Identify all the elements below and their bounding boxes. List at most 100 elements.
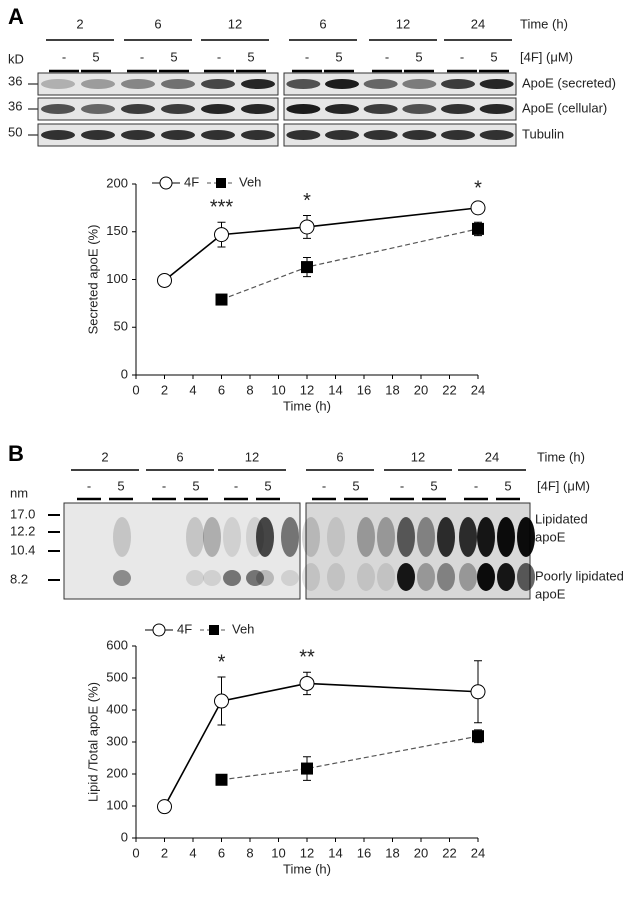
blot xyxy=(283,123,517,147)
time-label: 24 xyxy=(471,16,485,31)
band xyxy=(302,563,320,591)
band xyxy=(437,517,455,557)
x-tick-label: 24 xyxy=(471,845,485,860)
band xyxy=(377,563,395,591)
band xyxy=(441,130,475,140)
marker-label: 12.2 xyxy=(10,523,35,538)
legend-label: 4F xyxy=(177,621,192,636)
annotation: * xyxy=(474,177,482,199)
annotation: * xyxy=(303,190,311,212)
band xyxy=(246,570,264,586)
band xyxy=(397,563,415,591)
band xyxy=(241,130,275,140)
band xyxy=(397,517,415,557)
y-tick-label: 150 xyxy=(106,223,128,238)
band xyxy=(477,517,495,557)
band xyxy=(357,563,375,591)
time-label: 12 xyxy=(245,449,259,464)
y-tick-label: 200 xyxy=(106,765,128,780)
x-tick-label: 4 xyxy=(189,845,196,860)
x-tick-label: 0 xyxy=(132,382,139,397)
dose-label: 5 xyxy=(170,49,177,64)
x-tick-label: 16 xyxy=(357,382,371,397)
band xyxy=(517,517,535,557)
point xyxy=(470,684,486,700)
y-tick-label: 200 xyxy=(106,175,128,190)
band xyxy=(113,517,131,557)
legend-marker xyxy=(209,625,219,635)
marker-label: 17.0 xyxy=(10,506,35,521)
band xyxy=(201,104,235,114)
band-label: Poorly lipidated xyxy=(535,568,624,583)
band xyxy=(161,79,195,89)
band xyxy=(203,570,221,586)
x-tick-label: 6 xyxy=(218,845,225,860)
y-tick-label: 50 xyxy=(114,319,128,334)
band xyxy=(241,104,275,114)
x-tick-label: 10 xyxy=(271,845,285,860)
dose-label: 5 xyxy=(92,49,99,64)
band xyxy=(325,130,359,140)
marker-label: 36 xyxy=(8,73,22,88)
band xyxy=(286,130,321,140)
panel-label: B xyxy=(8,441,24,466)
legend-marker xyxy=(152,623,166,637)
x-tick-label: 20 xyxy=(414,382,428,397)
band xyxy=(363,79,398,89)
band xyxy=(201,79,235,89)
y-tick-label: 600 xyxy=(106,637,128,652)
unit-label: kD xyxy=(8,51,24,66)
blot xyxy=(37,97,279,121)
band xyxy=(477,563,495,591)
band xyxy=(203,517,221,557)
band xyxy=(357,517,375,557)
row-label: ApoE (secreted) xyxy=(522,75,616,90)
dose-label: - xyxy=(322,478,326,493)
dose-label: - xyxy=(385,49,389,64)
y-tick-label: 0 xyxy=(121,829,128,844)
x-tick-label: 8 xyxy=(246,382,253,397)
time-label: 12 xyxy=(228,16,242,31)
point xyxy=(215,293,228,306)
y-tick-label: 100 xyxy=(106,271,128,286)
band xyxy=(223,570,241,586)
band xyxy=(479,130,514,140)
dose-label: 5 xyxy=(490,49,497,64)
point xyxy=(470,200,486,216)
band xyxy=(201,130,235,140)
time-axis-label: Time (h) xyxy=(537,449,585,464)
series-line xyxy=(221,735,479,781)
x-tick-label: 10 xyxy=(271,382,285,397)
band xyxy=(286,79,321,89)
band xyxy=(281,570,299,586)
dose-label: - xyxy=(474,478,478,493)
marker-label: 8.2 xyxy=(10,571,28,586)
band xyxy=(246,517,264,557)
x-tick-label: 14 xyxy=(328,382,342,397)
band xyxy=(377,517,395,557)
point xyxy=(299,675,315,691)
band xyxy=(441,104,475,114)
dose-label: - xyxy=(62,49,66,64)
blot xyxy=(283,97,517,121)
band xyxy=(402,79,437,89)
blot xyxy=(37,72,279,96)
y-tick-label: 0 xyxy=(121,366,128,381)
x-tick-label: 4 xyxy=(189,382,196,397)
band xyxy=(459,563,477,591)
band xyxy=(81,130,115,140)
band xyxy=(497,517,515,557)
band xyxy=(325,79,359,89)
point xyxy=(301,762,313,775)
dose-label: - xyxy=(140,49,144,64)
annotation: *** xyxy=(210,196,234,218)
band xyxy=(363,130,398,140)
time-label: 12 xyxy=(411,449,425,464)
x-tick-label: 20 xyxy=(414,845,428,860)
annotation: * xyxy=(218,651,226,673)
x-tick-label: 12 xyxy=(300,382,314,397)
band xyxy=(325,104,359,114)
x-axis-label: Time (h) xyxy=(283,861,331,876)
x-tick-label: 12 xyxy=(300,845,314,860)
dose-label: - xyxy=(305,49,309,64)
